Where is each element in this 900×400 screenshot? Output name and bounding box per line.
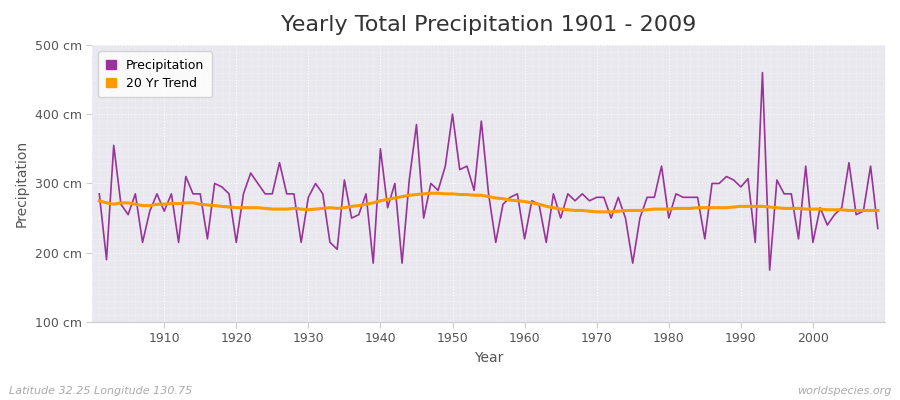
20 Yr Trend (310, 207, 321, 212)
20 Yr Trend (426, 191, 436, 196)
20 Yr Trend (872, 208, 883, 213)
20 Yr Trend (620, 208, 631, 213)
20 Yr Trend (94, 198, 104, 203)
Y-axis label: Precipitation: Precipitation (15, 140, 29, 227)
Title: Yearly Total Precipitation 1901 - 2009: Yearly Total Precipitation 1901 - 2009 (281, 15, 697, 35)
Precipitation (354, 212, 364, 217)
Line: 20 Yr Trend: 20 Yr Trend (99, 193, 878, 212)
20 Yr Trend (354, 203, 364, 208)
Precipitation (764, 268, 775, 272)
Text: Latitude 32.25 Longitude 130.75: Latitude 32.25 Longitude 130.75 (9, 386, 193, 396)
20 Yr Trend (591, 210, 602, 214)
20 Yr Trend (151, 202, 162, 207)
20 Yr Trend (519, 199, 530, 204)
Precipitation (606, 216, 616, 220)
Line: Precipitation: Precipitation (99, 73, 878, 270)
Precipitation (757, 70, 768, 75)
Precipitation (310, 181, 321, 186)
20 Yr Trend (526, 200, 537, 205)
Precipitation (94, 192, 104, 196)
X-axis label: Year: Year (474, 351, 503, 365)
Legend: Precipitation, 20 Yr Trend: Precipitation, 20 Yr Trend (98, 51, 212, 97)
Precipitation (151, 192, 162, 196)
Precipitation (512, 192, 523, 196)
Text: worldspecies.org: worldspecies.org (796, 386, 891, 396)
Precipitation (519, 236, 530, 241)
Precipitation (872, 226, 883, 231)
